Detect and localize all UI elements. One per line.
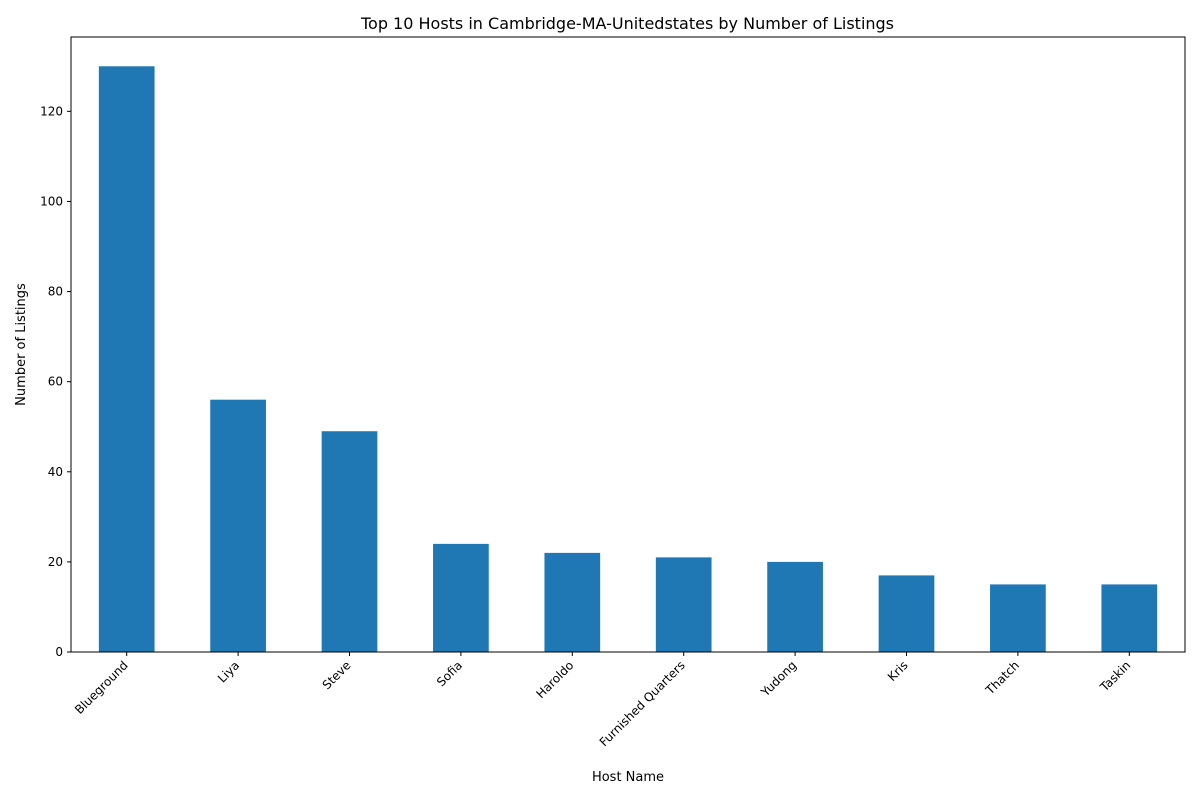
bars-group [98,66,1158,653]
x-tick-label: Yudong [758,658,800,700]
bar-thatch [990,584,1046,652]
x-axis-label: Host Name [592,770,664,785]
x-tick-label: Liya [215,658,242,685]
x-tick-label: Steve [320,658,354,692]
x-tick-label: Furnished Quarters [597,658,688,749]
y-tick-label: 60 [48,375,63,389]
x-tick-label: Taskin [1097,658,1134,695]
bar-kris [878,575,935,652]
y-tick-label: 100 [40,194,63,208]
x-tick-label: Blueground [72,658,131,717]
bar-taskin [1101,584,1158,652]
y-axis: 0 20 40 60 80 100 120 [40,104,71,659]
y-tick-label: 80 [48,285,63,299]
y-tick-label: 20 [48,555,63,569]
x-tick-label: Kris [885,658,911,684]
bar-yudong [767,561,823,652]
bar-furnished-quarters [655,557,712,652]
bar-sofia [433,543,489,652]
chart-title: Top 10 Hosts in Cambridge-MA-Unitedstate… [360,14,894,33]
bar-liya [210,399,266,652]
x-tick-label: Sofia [434,658,465,689]
y-tick-label: 40 [48,465,63,479]
y-tick-label: 0 [55,645,63,659]
bar-steve [321,431,378,652]
bar-blueground [98,66,155,653]
y-tick-label: 120 [40,104,63,118]
x-tick-label: Thatch [982,658,1022,698]
x-axis: Blueground Liya Steve Sofia Haroldo Furnished… [72,652,1133,749]
y-axis-label: Number of Listings [14,283,29,406]
x-tick-label: Haroldo [534,658,577,701]
bar-haroldo [544,552,601,652]
plot-frame [70,36,1186,653]
